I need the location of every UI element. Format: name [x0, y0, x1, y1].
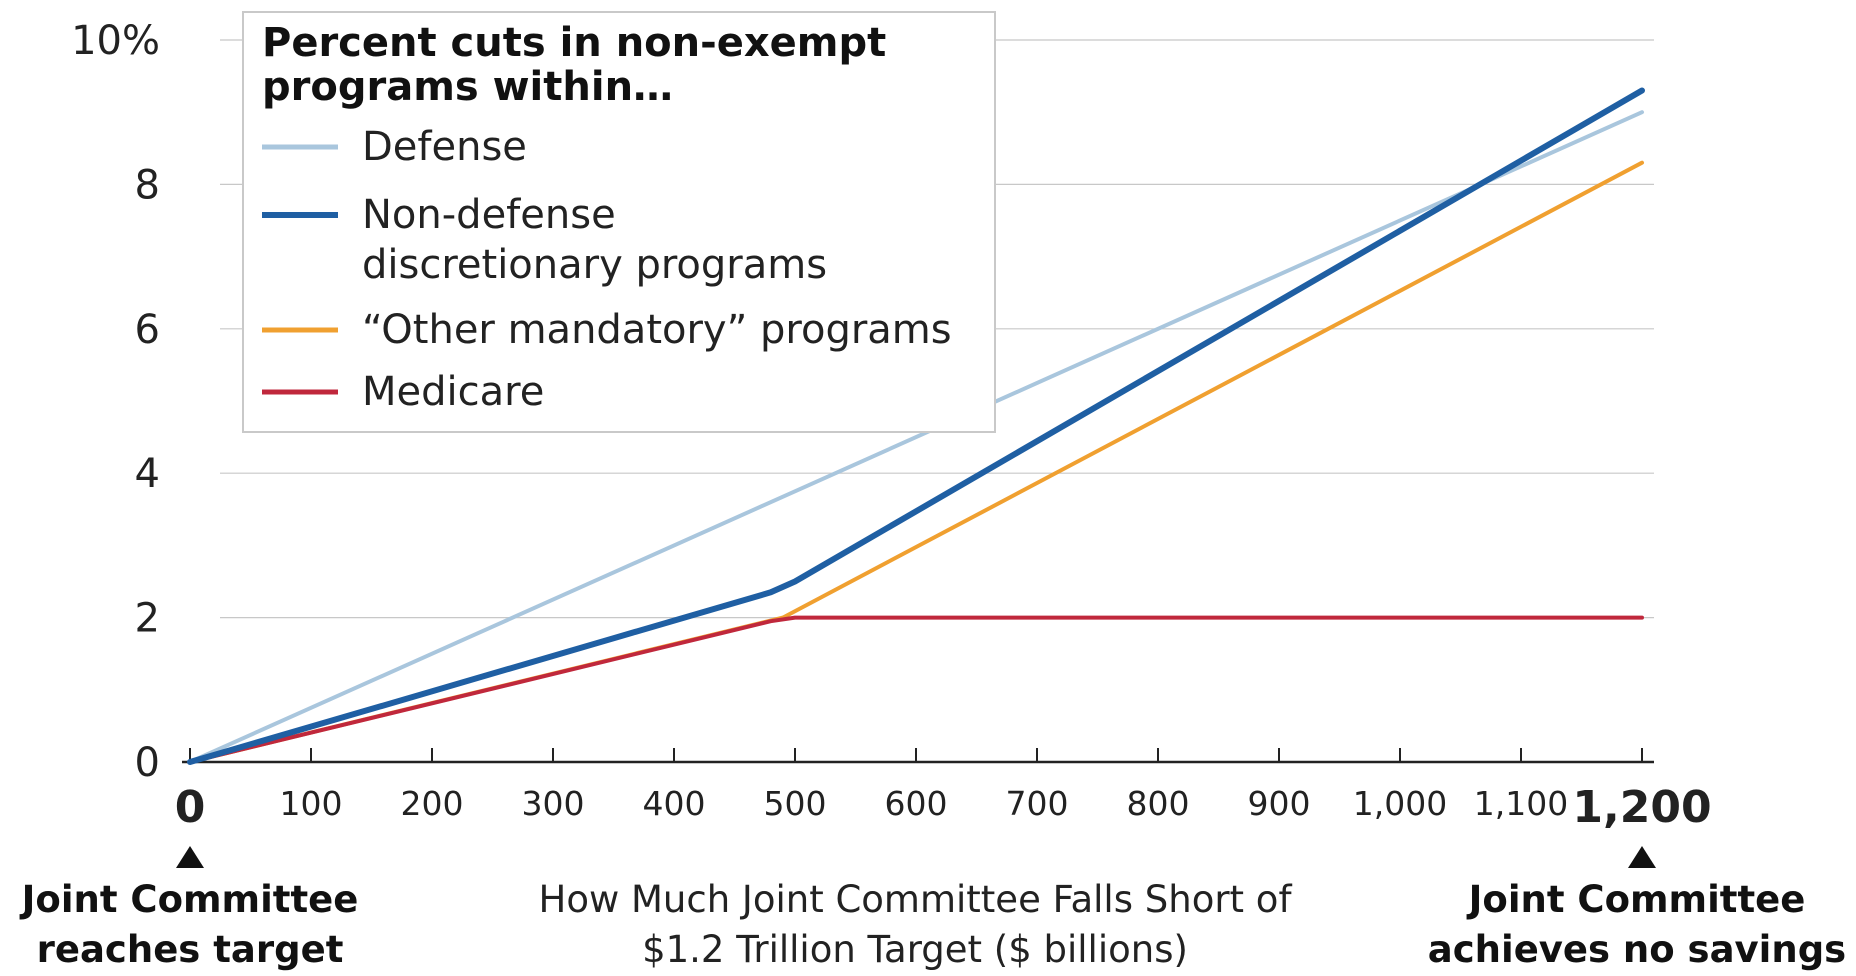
- y-tick-labels: 0 2 4 6 8 10%: [71, 18, 160, 786]
- x-tick-label-10: 1,000: [1353, 784, 1447, 823]
- y-tick-label-0: 0: [135, 740, 160, 786]
- y-tick-label-2: 4: [135, 451, 160, 497]
- y-tick-label-1: 2: [135, 596, 160, 642]
- legend: Percent cuts in non-exempt programs with…: [242, 11, 996, 433]
- annotation-right-line-1: Joint Committee: [1466, 878, 1806, 921]
- x-axis-label-line-2: $1.2 Trillion Target ($ billions): [642, 928, 1188, 971]
- x-tick-label-8: 800: [1127, 784, 1190, 823]
- series-line-defense: [188, 110, 1644, 764]
- x-tick-label-0: 0: [175, 782, 206, 833]
- x-tick-label-3: 300: [522, 784, 585, 823]
- marker-triangle-right: [1628, 846, 1656, 868]
- legend-label-non-defense-line-2: discretionary programs: [362, 242, 827, 288]
- x-tick-label-1: 100: [280, 784, 343, 823]
- annotation-right-line-2: achieves no savings: [1428, 928, 1846, 971]
- annotations: Joint Committee reaches target Joint Com…: [19, 846, 1846, 971]
- x-tick-label-4: 400: [643, 784, 706, 823]
- series-line-non-defense-discretionary-programs: [187, 87, 1645, 765]
- y-tick-label-3: 6: [135, 307, 160, 353]
- series-lines: [187, 87, 1645, 765]
- x-axis-label-line-1: How Much Joint Committee Falls Short of: [539, 878, 1293, 921]
- marker-triangle-left: [176, 846, 204, 868]
- legend-label-non-defense-line-1: Non-defense: [362, 192, 616, 238]
- x-tick-label-6: 600: [885, 784, 948, 823]
- x-tick-label-11: 1,100: [1474, 784, 1568, 823]
- legend-label-other-mandatory: “Other mandatory” programs: [362, 307, 952, 353]
- legend-label-defense: Defense: [362, 124, 527, 170]
- annotation-left-line-1: Joint Committee: [19, 878, 359, 921]
- annotation-left-line-2: reaches target: [37, 928, 344, 971]
- x-tick-label-9: 900: [1248, 784, 1311, 823]
- legend-title-line-1: Percent cuts in non-exempt: [262, 20, 886, 66]
- legend-label-medicare: Medicare: [362, 369, 544, 415]
- x-tick-label-12: 1,200: [1572, 782, 1711, 833]
- series-line-medicare: [188, 615, 1644, 764]
- axes: [182, 748, 1654, 764]
- legend-title-line-2: programs within…: [262, 64, 673, 110]
- y-tick-label-4: 8: [135, 162, 160, 208]
- y-tick-label-5: 10%: [71, 18, 160, 64]
- x-tick-label-5: 500: [764, 784, 827, 823]
- legend-box: [242, 11, 996, 433]
- x-tick-label-2: 200: [401, 784, 464, 823]
- x-tick-labels: 0 100 200 300 400 500 600 700 800 900 1,000 1,100 1,…: [175, 782, 1712, 833]
- x-tick-label-7: 700: [1006, 784, 1069, 823]
